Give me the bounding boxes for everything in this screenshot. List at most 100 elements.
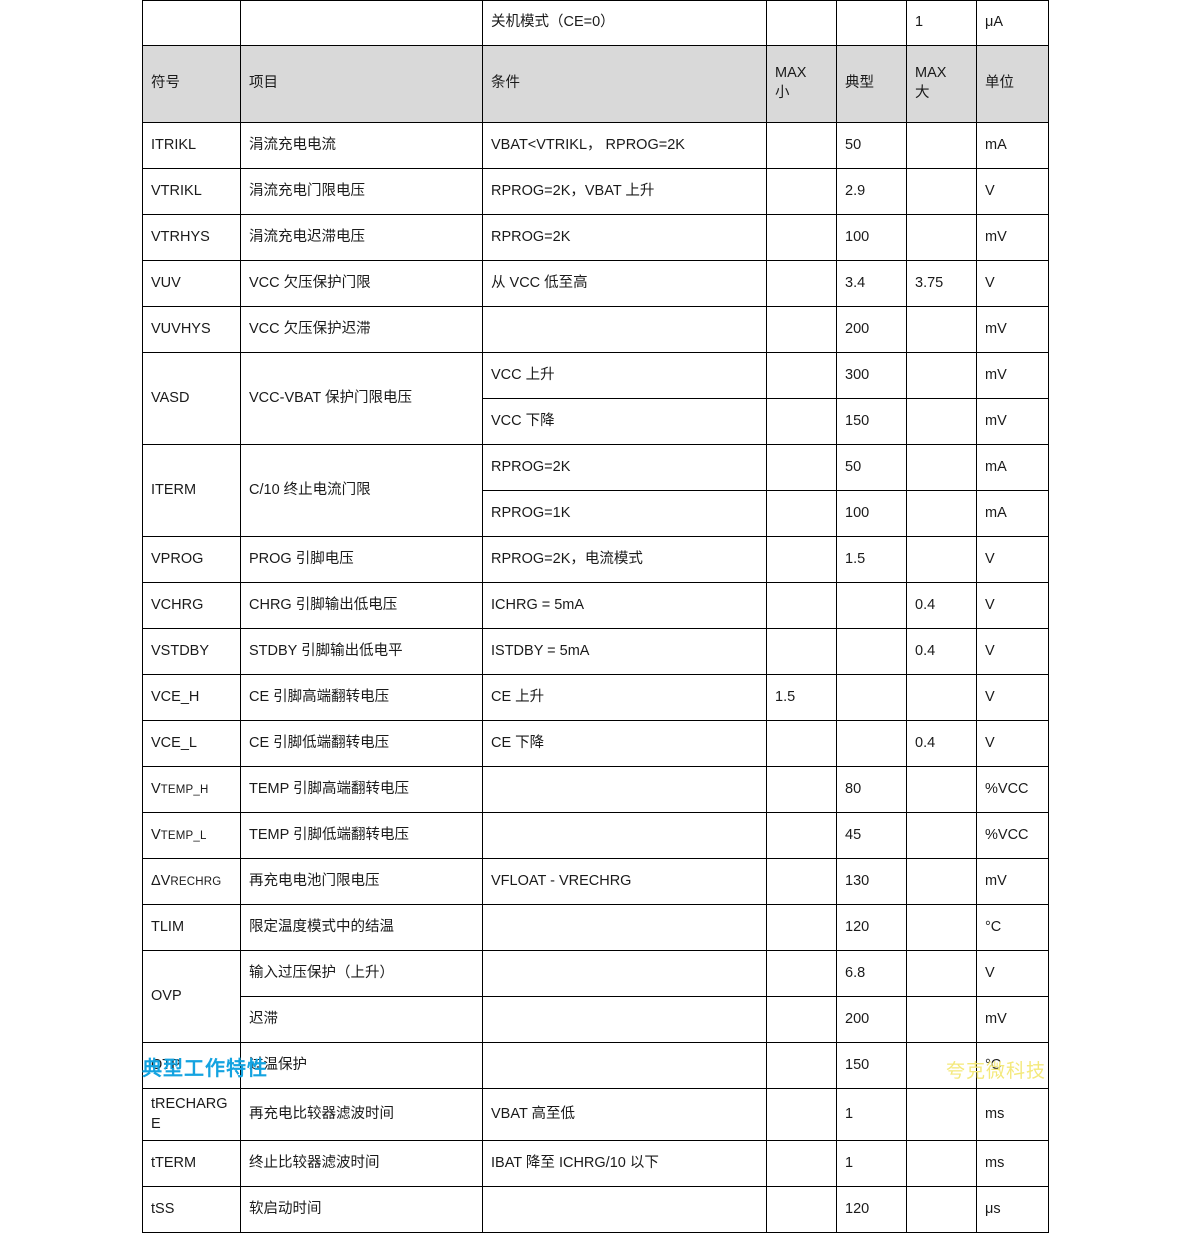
cell-typ: 130 — [836, 858, 907, 905]
cell-min — [766, 0, 837, 46]
cell-item: CE 引脚低端翻转电压 — [240, 720, 483, 767]
cell-typ — [836, 582, 907, 629]
cell-unit: ms — [976, 1140, 1049, 1188]
cell-min — [766, 950, 837, 997]
cell-unit: mV — [976, 398, 1049, 445]
header-min: MAX 小 — [766, 45, 837, 123]
cell-item — [240, 0, 483, 46]
cell-condition: VCC 下降 — [482, 398, 767, 445]
cell-item: VCC 欠压保护迟滞 — [240, 306, 483, 353]
cell-symbol — [142, 0, 241, 46]
section-heading: 典型工作特性 — [142, 1058, 268, 1080]
cell-condition — [482, 1186, 767, 1233]
cell-unit: μA — [976, 0, 1049, 46]
table-row: VPROG PROG 引脚电压 RPROG=2K，电流模式 1.5 V — [142, 536, 1049, 583]
cell-symbol: OVP — [142, 950, 241, 1043]
cell-symbol: tSS — [142, 1186, 241, 1233]
cell-max — [906, 766, 977, 813]
cell-condition: VFLOAT - VRECHRG — [482, 858, 767, 905]
cell-symbol: ITERM — [142, 444, 241, 537]
cell-max — [906, 398, 977, 445]
table-row: OVP 输入过压保护（上升） 6.8 V — [142, 950, 1049, 1043]
cell-typ: 200 — [836, 306, 907, 353]
cell-item: 涓流充电电流 — [240, 122, 483, 169]
cell-typ: 50 — [836, 122, 907, 169]
cell-typ: 150 — [836, 1042, 907, 1089]
cell-unit: mA — [976, 490, 1049, 537]
cell-condition: 关机模式（CE=0） — [482, 0, 767, 46]
cell-symbol: TLIM — [142, 904, 241, 951]
cell-unit: μs — [976, 1186, 1049, 1233]
cell-max: 0.4 — [906, 628, 977, 675]
cell-symbol: VTEMP_H — [142, 766, 241, 813]
cell-symbol: VCHRG — [142, 582, 241, 629]
cell-typ: 200 — [836, 996, 907, 1043]
cell-typ: 3.4 — [836, 260, 907, 307]
cell-item: C/10 终止电流门限 — [240, 444, 483, 537]
cell-symbol: tRECHARGE — [142, 1087, 241, 1142]
header-max-line2: 大 — [915, 85, 930, 101]
cell-typ: 120 — [836, 904, 907, 951]
table-row: ΔVRECHRG 再充电电池门限电压 VFLOAT - VRECHRG 130 mV — [142, 858, 1049, 905]
cell-unit: %VCC — [976, 812, 1049, 859]
table-row: ITERM C/10 终止电流门限 RPROG=2K 50 mA — [142, 444, 1049, 537]
cell-min — [766, 766, 837, 813]
cell-item: STDBY 引脚输出低电平 — [240, 628, 483, 675]
cell-min — [766, 260, 837, 307]
table-row: VTRIKL 涓流充电门限电压 RPROG=2K，VBAT 上升 2.9 V — [142, 168, 1049, 215]
table-row: TLIM 限定温度模式中的结温 120 °C — [142, 904, 1049, 951]
cell-max — [906, 1186, 977, 1233]
header-max-line1: MAX — [915, 65, 947, 82]
cell-unit: °C — [976, 1042, 1049, 1089]
table-row: tTERM 终止比较器滤波时间 IBAT 降至 ICHRG/10 以下 1 ms — [142, 1140, 1049, 1188]
cell-unit: mV — [976, 352, 1049, 399]
cell-symbol: VCE_L — [142, 720, 241, 767]
cell-condition — [482, 766, 767, 813]
cell-typ: 80 — [836, 766, 907, 813]
cell-min — [766, 812, 837, 859]
cell-symbol: ΔVRECHRG — [142, 858, 241, 905]
cell-condition: IBAT 降至 ICHRG/10 以下 — [482, 1140, 767, 1188]
cell-max — [906, 490, 977, 537]
header-max: MAX 大 — [906, 45, 977, 123]
table-row: VCE_H CE 引脚高端翻转电压 CE 上升 1.5 V — [142, 674, 1049, 721]
cell-item: 涓流充电迟滞电压 — [240, 214, 483, 261]
cell-typ — [836, 720, 907, 767]
cell-max: 1 — [906, 0, 977, 46]
cell-condition: CE 下降 — [482, 720, 767, 767]
cell-max — [906, 1087, 977, 1142]
cell-typ: 1 — [836, 1140, 907, 1188]
cell-min — [766, 1087, 837, 1142]
cell-unit: V — [976, 950, 1049, 997]
cell-symbol: VCE_H — [142, 674, 241, 721]
cell-item: 输入过压保护（上升） — [240, 950, 483, 997]
cell-min — [766, 444, 837, 491]
table-row: VUVHYS VCC 欠压保护迟滞 200 mV — [142, 306, 1049, 353]
cell-max: 0.4 — [906, 720, 977, 767]
cell-typ: 1.5 — [836, 536, 907, 583]
cell-max — [906, 306, 977, 353]
cell-min — [766, 858, 837, 905]
header-item: 项目 — [240, 45, 483, 123]
cell-item: TEMP 引脚低端翻转电压 — [240, 812, 483, 859]
cell-item: VCC 欠压保护门限 — [240, 260, 483, 307]
symbol-subscript: TEMP_L — [160, 829, 207, 842]
cell-item: PROG 引脚电压 — [240, 536, 483, 583]
cell-max — [906, 904, 977, 951]
table-row: VUV VCC 欠压保护门限从 VCC 低至高 3.4 3.75 V — [142, 260, 1049, 307]
cell-condition: VBAT<VTRIKL， RPROG=2K — [482, 122, 767, 169]
cell-condition: ICHRG = 5mA — [482, 582, 767, 629]
table-row: VSTDBY STDBY 引脚输出低电平 ISTDBY = 5mA 0.4 V — [142, 628, 1049, 675]
cell-condition — [482, 904, 767, 951]
table-row: VCE_L CE 引脚低端翻转电压 CE 下降 0.4 V — [142, 720, 1049, 767]
cell-unit: mA — [976, 122, 1049, 169]
cell-typ: 100 — [836, 490, 907, 537]
cell-max — [906, 812, 977, 859]
cell-unit: V — [976, 628, 1049, 675]
header-min-line2: 小 — [775, 85, 790, 101]
cell-condition — [482, 812, 767, 859]
symbol-base: V — [151, 780, 161, 797]
cell-min — [766, 1140, 837, 1188]
cell-symbol: VASD — [142, 352, 241, 445]
cell-max — [906, 858, 977, 905]
